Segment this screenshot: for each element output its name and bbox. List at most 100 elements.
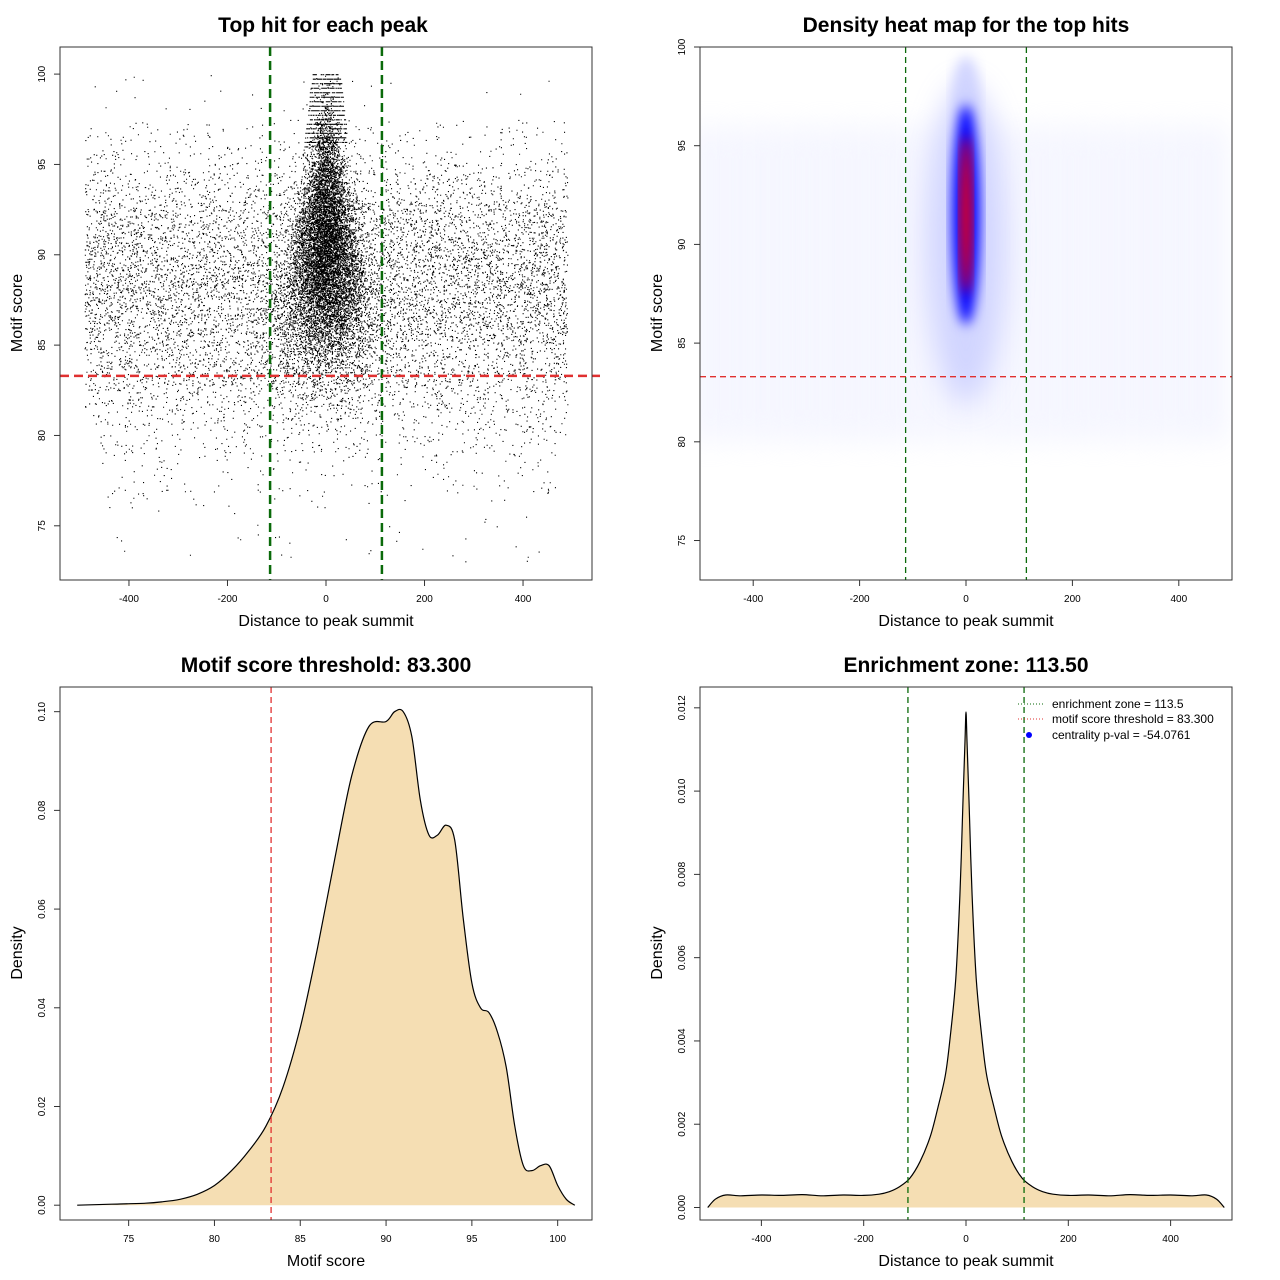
- legend-threshold-label: motif score threshold = 83.300: [1052, 712, 1214, 726]
- p4-ytick-label: 0.002: [677, 1111, 688, 1136]
- legend-zone-label: enrichment zone = 113.5: [1052, 697, 1184, 711]
- panel-distance-density: Enrichment zone: 113.50 -400 -200 0 200 400 …: [649, 654, 1233, 1270]
- p4-ytick-label: 0.006: [677, 945, 688, 970]
- heat-background-band: [1001, 125, 1034, 442]
- heat-background-band: [700, 125, 727, 442]
- p4-ytick-label: 0.012: [677, 695, 688, 720]
- p3-ytick-label: 0.04: [37, 998, 48, 1018]
- p4-xtick-label: 400: [1162, 1234, 1179, 1245]
- p1-ytick-label: 90: [37, 249, 48, 261]
- panel4-x-axis: -400 -200 0 200 400: [751, 1220, 1179, 1245]
- p4-xtick-label: 0: [963, 1234, 969, 1245]
- panel3-y-axis: 0.00 0.02 0.04 0.06 0.08 0.10: [37, 702, 60, 1215]
- panel4-density-area: [707, 711, 1225, 1208]
- panel1-y-axis: 75 80 85 90 95 100: [37, 65, 60, 531]
- heat-background-band: [1154, 125, 1187, 442]
- panel2-x-label: Distance to peak summit: [878, 613, 1054, 630]
- p2-xtick-label: 0: [963, 594, 969, 605]
- heat-upper-tail: [952, 56, 980, 137]
- p3-xtick-label: 75: [123, 1234, 135, 1245]
- panel3-density-area: [77, 708, 576, 1206]
- heat-background-band: [1039, 125, 1072, 442]
- p4-ytick-label: 0.008: [677, 861, 688, 886]
- heat-background-band: [847, 125, 880, 442]
- p1-xtick-label: 0: [323, 594, 329, 605]
- p3-xtick-label: 85: [295, 1234, 307, 1245]
- panel2-y-label: Motif score: [649, 274, 666, 352]
- heat-background-band: [1116, 125, 1148, 442]
- p2-ytick-label: 80: [677, 436, 688, 448]
- panel4-reference-lines: [907, 687, 1025, 1220]
- scatter-points: [84, 74, 569, 563]
- panel1-y-label: Motif score: [9, 274, 26, 352]
- p1-xtick-label: -400: [119, 594, 139, 605]
- panel4-y-axis: 0.000 0.002 0.004 0.006 0.008 0.010 0.012: [677, 695, 700, 1220]
- p1-xtick-label: 200: [416, 594, 433, 605]
- panel1-x-label: Distance to peak summit: [238, 613, 414, 630]
- score-density-curve: [77, 708, 576, 1206]
- p2-ytick-label: 85: [677, 337, 688, 349]
- p4-ytick-label: 0.004: [677, 1028, 688, 1053]
- panel2-y-axis: 75 80 85 90 95 100: [677, 38, 700, 546]
- panel4-legend: enrichment zone = 113.5 motif score thre…: [1018, 697, 1214, 742]
- p1-xtick-label: -200: [217, 594, 237, 605]
- panel4-x-label: Distance to peak summit: [878, 1253, 1054, 1270]
- p4-xtick-label: -200: [854, 1234, 874, 1245]
- panel2-title: Density heat map for the top hits: [803, 14, 1130, 37]
- heat-background-band: [886, 125, 919, 442]
- panel2-x-axis: -400 -200 0 200 400: [743, 580, 1188, 605]
- p1-ytick-label: 85: [37, 339, 48, 351]
- heat-background-band: [1192, 125, 1225, 442]
- panel3-title: Motif score threshold: 83.300: [181, 654, 472, 677]
- p4-ytick-label: 0.000: [677, 1195, 688, 1220]
- heatmap-density: [700, 56, 1225, 442]
- p4-xtick-label: 200: [1060, 1234, 1077, 1245]
- p3-ytick-label: 0.02: [37, 1096, 48, 1116]
- p3-ytick-label: 0.00: [37, 1195, 48, 1215]
- p1-ytick-label: 100: [37, 65, 48, 82]
- p3-xtick-label: 80: [209, 1234, 221, 1245]
- panel1-title: Top hit for each peak: [218, 14, 428, 37]
- panel2-reference-lines: [700, 47, 1232, 580]
- p2-ytick-label: 100: [677, 38, 688, 55]
- legend-pval-dot: [1026, 732, 1032, 738]
- p3-ytick-label: 0.06: [37, 899, 48, 919]
- distance-density-fill: [707, 712, 1225, 1208]
- p2-xtick-label: -400: [743, 594, 763, 605]
- p1-xtick-label: 400: [515, 594, 532, 605]
- panel3-x-label: Motif score: [287, 1253, 365, 1270]
- p2-ytick-label: 75: [677, 535, 688, 547]
- panel1-reference-lines: [60, 47, 600, 580]
- p4-xtick-label: -400: [751, 1234, 771, 1245]
- legend-pval-label: centrality p-val = -54.0761: [1052, 728, 1191, 742]
- p2-ytick-label: 90: [677, 238, 688, 250]
- p4-ytick-label: 0.010: [677, 778, 688, 803]
- panel4-title: Enrichment zone: 113.50: [843, 654, 1088, 677]
- distance-density-curve: [707, 711, 1225, 1208]
- p2-ytick-label: 95: [677, 140, 688, 152]
- p1-ytick-label: 95: [37, 158, 48, 170]
- p2-xtick-label: 400: [1170, 594, 1187, 605]
- heat-red-hotspot: [960, 135, 972, 294]
- p1-ytick-label: 80: [37, 429, 48, 441]
- heat-background-band: [732, 125, 765, 442]
- heat-background-band: [1077, 125, 1110, 442]
- p3-xtick-label: 100: [549, 1234, 566, 1245]
- p3-xtick-label: 90: [381, 1234, 393, 1245]
- panel3-x-axis: 75 80 85 90 95 100: [123, 1220, 566, 1245]
- panel3-plot-frame: [59, 686, 593, 1221]
- panel-score-density: Motif score threshold: 83.300 75 80 85 90 95…: [9, 654, 593, 1270]
- p2-xtick-label: -200: [850, 594, 870, 605]
- p3-xtick-label: 95: [466, 1234, 478, 1245]
- heat-background-band: [809, 125, 842, 442]
- heat-background-band: [771, 125, 804, 442]
- p1-ytick-label: 75: [37, 520, 48, 532]
- p2-xtick-label: 200: [1064, 594, 1081, 605]
- p3-ytick-label: 0.10: [37, 702, 48, 722]
- panel4-y-label: Density: [649, 926, 666, 979]
- panel-scatter: Top hit for each peak -400 -200 0 200 400 75…: [9, 14, 600, 630]
- scatter-point-cloud: [84, 74, 569, 563]
- score-density-fill: [77, 709, 575, 1206]
- panel1-x-axis: -400 -200 0 200 400: [119, 580, 532, 605]
